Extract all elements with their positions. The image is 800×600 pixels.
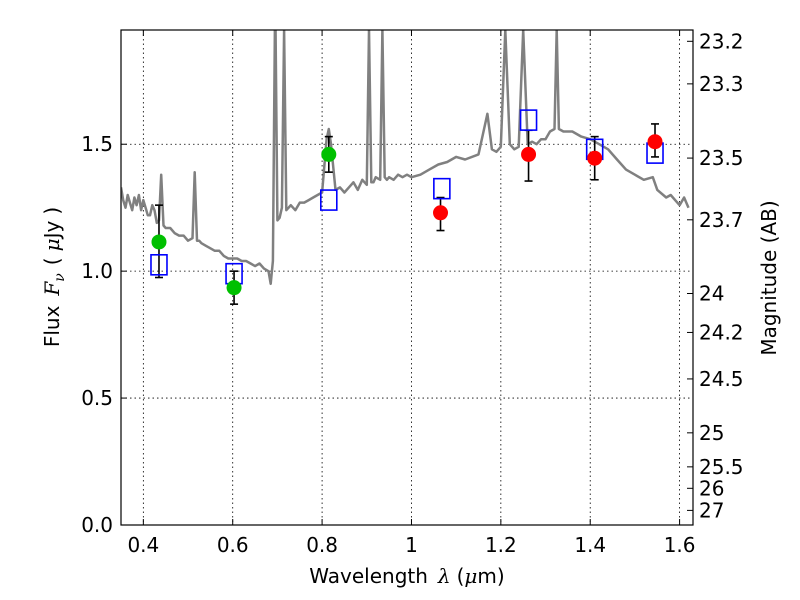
plot-frame [120, 29, 694, 526]
right-tick-label: 23.2 [699, 29, 744, 53]
y-tick-label: 0.0 [81, 513, 113, 537]
observed-point [226, 280, 242, 296]
right-tick-label: 24.5 [699, 367, 744, 391]
x-axis-label: Wavelength λ (μm) [309, 564, 504, 588]
right-axis-label: Magnitude (AB) [757, 200, 781, 355]
observed-point [647, 134, 663, 150]
observed-point [521, 146, 537, 162]
model-photometry-point [319, 189, 338, 211]
model-photometry-point [150, 254, 168, 276]
x-tick-label: 1 [405, 533, 418, 557]
right-tick-label: 24 [699, 281, 724, 305]
right-tick-label: 26 [699, 476, 724, 500]
y-tick-label: 1.0 [81, 259, 113, 283]
x-tick-label: 1.4 [574, 533, 606, 557]
right-tick-label: 23.7 [699, 208, 744, 232]
model-photometry-point [519, 109, 538, 131]
observed-point [587, 150, 603, 166]
observed-point [433, 205, 449, 221]
right-tick-label: 27 [699, 498, 724, 522]
right-tick-label: 25.5 [699, 455, 744, 479]
spectrum-line [121, 30, 690, 286]
x-tick-label: 1.6 [664, 533, 696, 557]
right-tick-label: 24.2 [699, 320, 744, 344]
x-tick-label: 0.8 [306, 533, 338, 557]
right-tick-label: 25 [699, 421, 724, 445]
axis-ticks: 0.4 0.6 0.8 1 1.2 1.4 1.6 0.0 0.5 1.0 1.5 23.2 23.3 2… [81, 29, 743, 557]
y-tick-label: 1.5 [81, 132, 113, 156]
x-tick-label: 0.4 [127, 533, 159, 557]
x-tick-label: 0.6 [217, 533, 249, 557]
right-tick-label: 23.3 [699, 72, 744, 96]
observed-point [151, 234, 167, 250]
right-tick-label: 23.5 [699, 146, 744, 170]
y-tick-label: 0.5 [81, 386, 113, 410]
x-tick-label: 1.2 [485, 533, 517, 557]
y-axis-label: FluxFν(μJy) [40, 207, 68, 347]
data-marks [150, 109, 664, 305]
spectrum-layer [121, 30, 690, 286]
observed-point [321, 146, 337, 162]
grid-lines [121, 30, 693, 526]
model-photometry-point [433, 177, 451, 200]
